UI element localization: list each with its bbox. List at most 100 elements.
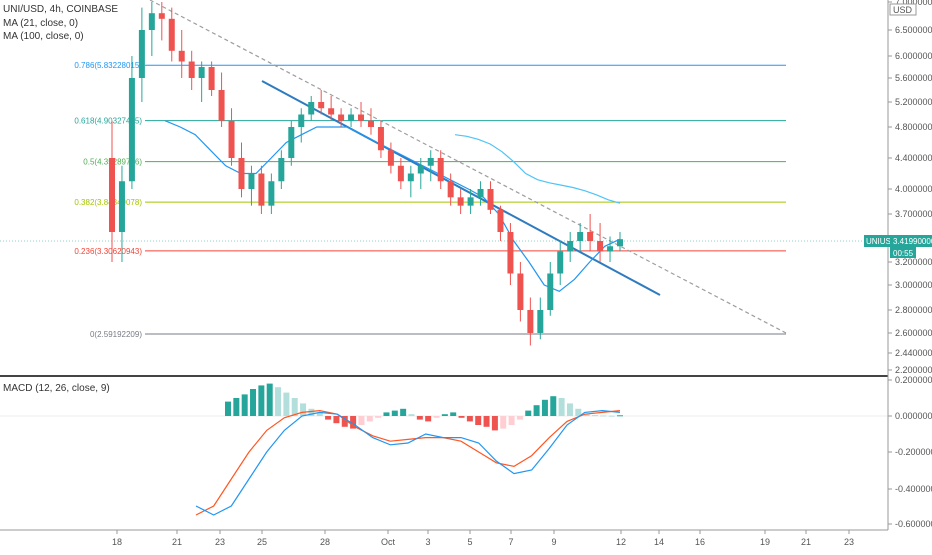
macd-hist-bar[interactable]	[433, 416, 440, 418]
candle-body[interactable]	[617, 239, 623, 247]
macd-hist-bar[interactable]	[550, 396, 557, 416]
candle-body[interactable]	[407, 173, 414, 182]
macd-hist-bar[interactable]	[608, 415, 615, 417]
macd-hist-bar[interactable]	[541, 399, 548, 416]
candle-body[interactable]	[148, 13, 155, 30]
candle-body[interactable]	[138, 30, 145, 78]
candle-body[interactable]	[238, 158, 245, 189]
macd-hist-bar[interactable]	[566, 403, 573, 416]
macd-hist-bar[interactable]	[400, 408, 407, 416]
macd-hist-bar[interactable]	[350, 416, 357, 429]
macd-hist-bar[interactable]	[316, 412, 323, 416]
candle-body[interactable]	[158, 13, 165, 19]
candle-body[interactable]	[477, 189, 484, 198]
macd-hist-bar[interactable]	[516, 416, 523, 420]
macd-hist-bar[interactable]	[450, 412, 457, 416]
macd-hist-bar[interactable]	[575, 408, 582, 416]
macd-hist-bar[interactable]	[233, 398, 240, 416]
candle-body[interactable]	[318, 102, 325, 109]
candle-body[interactable]	[437, 158, 444, 182]
macd-hist-bar[interactable]	[325, 416, 332, 420]
macd-hist-bar[interactable]	[458, 416, 465, 418]
candle-body[interactable]	[457, 197, 464, 206]
macd-hist-bar[interactable]	[225, 401, 231, 416]
macd-hist-bar[interactable]	[241, 394, 248, 416]
macd-hist-bar[interactable]	[441, 414, 448, 416]
candle-body[interactable]	[228, 120, 235, 158]
macd-hist-bar[interactable]	[425, 416, 432, 422]
candle-body[interactable]	[308, 102, 315, 115]
candle-body[interactable]	[218, 90, 225, 121]
candle-body[interactable]	[178, 50, 185, 62]
candle-body[interactable]	[188, 61, 195, 79]
candle-body[interactable]	[198, 67, 205, 78]
macd-hist-bar[interactable]	[283, 392, 290, 416]
macd-hist-bar[interactable]	[258, 385, 265, 416]
macd-hist-bar[interactable]	[250, 389, 257, 416]
candle-body[interactable]	[487, 189, 494, 210]
candle-body[interactable]	[338, 114, 345, 121]
macd-hist-bar[interactable]	[375, 416, 382, 418]
candle-body[interactable]	[447, 181, 454, 198]
macd-hist-bar[interactable]	[475, 416, 482, 425]
candle-body[interactable]	[128, 78, 135, 182]
candle-body[interactable]	[118, 181, 125, 232]
candle-body[interactable]	[268, 181, 275, 206]
macd-hist-bar[interactable]	[391, 410, 398, 416]
trend-line[interactable]	[261, 80, 661, 296]
macd-hist-bar[interactable]	[617, 415, 623, 417]
candle-body[interactable]	[168, 18, 175, 51]
candle-body[interactable]	[248, 173, 255, 190]
candle-body[interactable]	[537, 310, 544, 333]
candle-body[interactable]	[497, 209, 504, 232]
candle-body[interactable]	[288, 127, 295, 158]
macd-hist-bar[interactable]	[300, 403, 307, 416]
macd-hist-bar[interactable]	[275, 387, 282, 416]
macd-hist-bar[interactable]	[591, 415, 598, 417]
macd-hist-bar[interactable]	[341, 416, 348, 427]
candle-body[interactable]	[328, 108, 335, 115]
macd-hist-bar[interactable]	[466, 416, 473, 422]
macd-hist-bar[interactable]	[558, 398, 565, 416]
candle-body[interactable]	[377, 127, 384, 151]
candle-body[interactable]	[427, 158, 434, 166]
candle-body[interactable]	[467, 197, 474, 206]
macd-hist-bar[interactable]	[508, 416, 515, 425]
macd-hist-bar[interactable]	[383, 412, 390, 416]
candle-body[interactable]	[258, 173, 265, 206]
candle-body[interactable]	[517, 273, 524, 311]
candle-body[interactable]	[278, 158, 285, 182]
macd-hist-bar[interactable]	[358, 416, 365, 425]
macd-hist-bar[interactable]	[483, 416, 490, 427]
macd-hist-bar[interactable]	[266, 383, 273, 416]
candle-body[interactable]	[208, 67, 215, 90]
candle-body[interactable]	[567, 241, 574, 252]
candle-body[interactable]	[417, 165, 424, 174]
candle-body[interactable]	[367, 120, 374, 127]
macd-hist-bar[interactable]	[291, 398, 298, 416]
macd-hist-bar[interactable]	[600, 415, 607, 417]
currency-box[interactable]	[889, 3, 917, 16]
candle-body[interactable]	[547, 273, 554, 311]
macd-hist-bar[interactable]	[583, 414, 590, 416]
macd-hist-bar[interactable]	[333, 416, 340, 424]
candle-body[interactable]	[587, 232, 594, 241]
candle-body[interactable]	[607, 246, 614, 252]
macd-hist-bar[interactable]	[500, 416, 507, 429]
candle-body[interactable]	[557, 251, 564, 274]
macd-hist-bar[interactable]	[416, 416, 423, 420]
candle-body[interactable]	[298, 114, 305, 128]
candle-body[interactable]	[577, 232, 584, 241]
macd-hist-bar[interactable]	[533, 405, 540, 416]
candle-body[interactable]	[109, 158, 115, 232]
macd-hist-bar[interactable]	[408, 414, 415, 416]
candle-body[interactable]	[507, 232, 514, 274]
dashed-trend-line[interactable]	[149, 0, 787, 334]
candle-body[interactable]	[527, 310, 534, 333]
macd-hist-bar[interactable]	[491, 416, 498, 431]
macd-hist-bar[interactable]	[308, 408, 315, 416]
candle-body[interactable]	[348, 114, 355, 121]
candle-body[interactable]	[387, 150, 394, 166]
macd-hist-bar[interactable]	[525, 410, 532, 416]
